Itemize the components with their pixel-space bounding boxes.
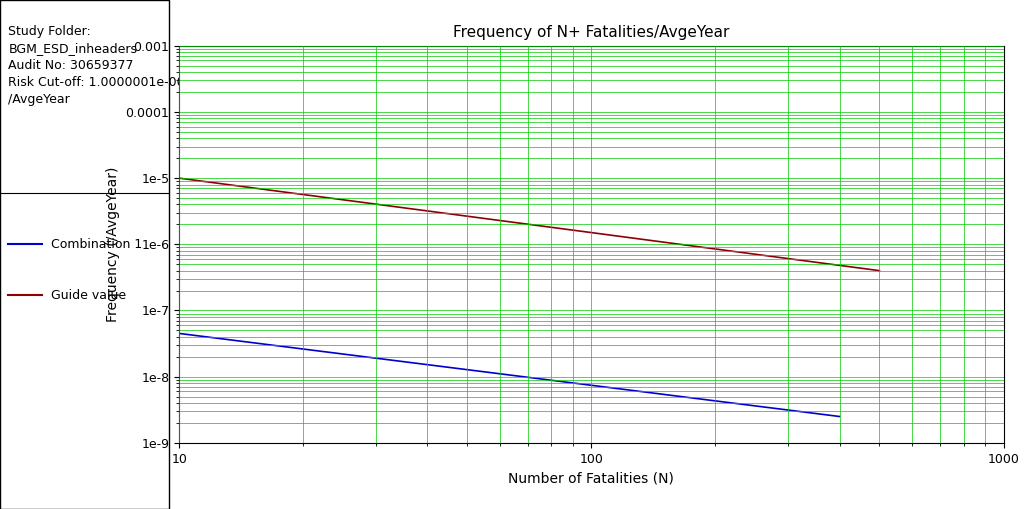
Y-axis label: Frequency (/AvgeYear): Frequency (/AvgeYear) <box>106 166 120 322</box>
Title: Frequency of N+ Fatalities/AvgeYear: Frequency of N+ Fatalities/AvgeYear <box>454 25 729 41</box>
Guide value <box>173 175 185 181</box>
Line: Combination 1: Combination 1 <box>179 333 840 416</box>
Combination 1 <box>173 330 185 336</box>
Text: Combination 1: Combination 1 <box>51 238 142 251</box>
Guide value <box>873 268 886 274</box>
Line: Guide value: Guide value <box>179 178 880 271</box>
Text: Study Folder:
BGM_ESD_inheaders
Audit No: 30659377
Risk Cut-off: 1.0000001e-009
: Study Folder: BGM_ESD_inheaders Audit No… <box>8 25 193 106</box>
Combination 1 <box>834 413 846 419</box>
Text: Guide value: Guide value <box>51 289 126 302</box>
X-axis label: Number of Fatalities (N): Number of Fatalities (N) <box>509 471 674 485</box>
